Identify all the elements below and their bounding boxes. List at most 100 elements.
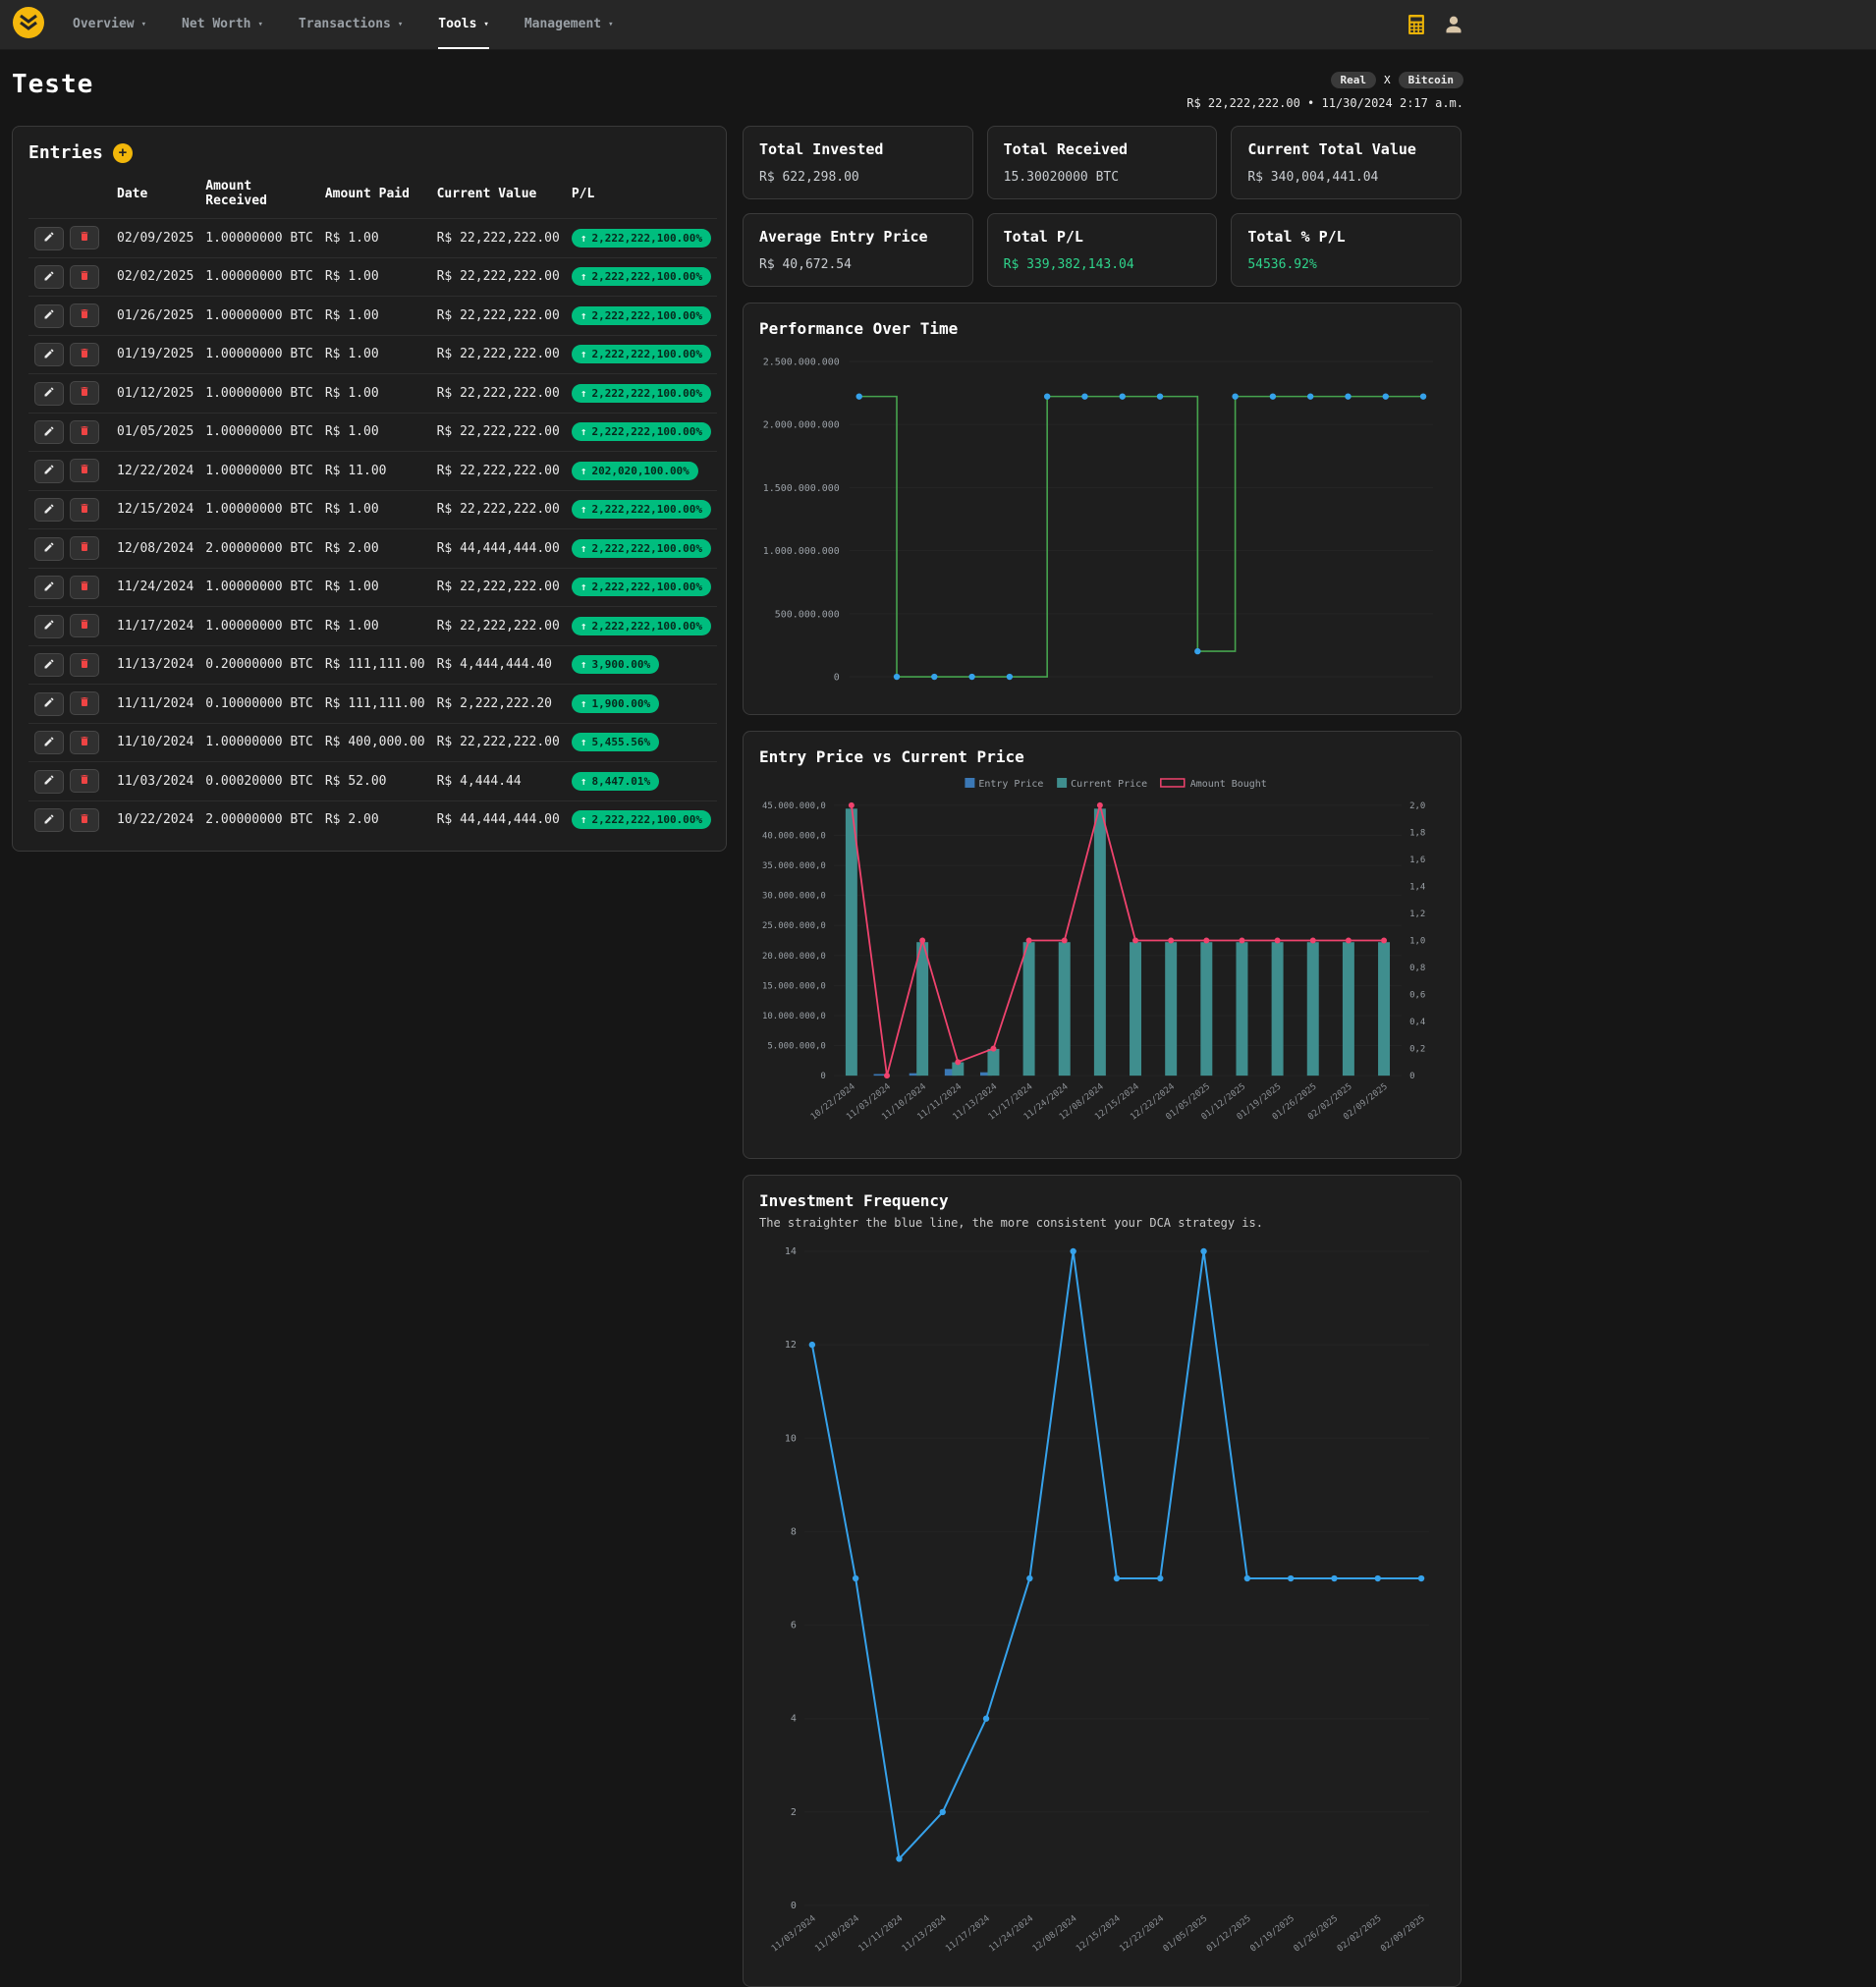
svg-text:01/19/2025: 01/19/2025 xyxy=(1248,1913,1297,1954)
pl-badge: ↑ 2,222,222,100.00% xyxy=(571,538,712,558)
nav-menu: Overview ▾ Net Worth ▾ Transactions ▾ Tools ▾ Ma… xyxy=(73,0,649,49)
trash-icon xyxy=(79,463,90,478)
edit-entry-button[interactable] xyxy=(34,576,64,599)
delete-entry-button[interactable] xyxy=(70,575,99,599)
stat-card-total-received: Total Received 15.30020000 BTC xyxy=(986,126,1218,199)
delete-entry-button[interactable] xyxy=(70,342,99,366)
edit-entry-button[interactable] xyxy=(34,420,64,444)
delete-entry-button[interactable] xyxy=(70,652,99,677)
delete-entry-button[interactable] xyxy=(70,264,99,289)
trash-icon xyxy=(79,580,90,595)
edit-entry-button[interactable] xyxy=(34,459,64,483)
svg-text:12/15/2024: 12/15/2024 xyxy=(1075,1913,1123,1954)
pencil-icon xyxy=(43,658,55,673)
svg-text:0,2: 0,2 xyxy=(1409,1045,1425,1055)
svg-text:02/02/2025: 02/02/2025 xyxy=(1336,1913,1384,1954)
nav-item-net-worth[interactable]: Net Worth ▾ xyxy=(182,0,263,49)
entry-current-value: R$ 22,222,222.00 xyxy=(430,722,566,762)
svg-text:0,6: 0,6 xyxy=(1409,990,1425,1000)
stat-value: 15.30020000 BTC xyxy=(1003,170,1120,185)
svg-text:12/08/2024: 12/08/2024 xyxy=(1031,1913,1079,1954)
arrow-up-icon: ↑ xyxy=(579,541,587,555)
entries-title: Entries xyxy=(28,142,103,163)
delete-entry-button[interactable] xyxy=(70,497,99,522)
edit-entry-button[interactable] xyxy=(34,536,64,561)
delete-entry-button[interactable] xyxy=(70,807,99,832)
edit-entry-button[interactable] xyxy=(34,498,64,522)
entries-card: Entries + Date Amount Received Amount Paid… xyxy=(12,126,727,852)
edit-entry-button[interactable] xyxy=(34,265,64,289)
svg-text:0: 0 xyxy=(820,1072,825,1081)
entry-amount-received: 0.20000000 BTC xyxy=(199,644,319,685)
edit-entry-button[interactable] xyxy=(34,769,64,794)
svg-text:5.000.000,0: 5.000.000,0 xyxy=(767,1041,825,1051)
delete-entry-button[interactable] xyxy=(70,536,99,560)
entry-current-value: R$ 2,222,222.20 xyxy=(430,684,566,723)
entry-row: 11/03/2024 0.00020000 BTC R$ 52.00 R$ 4,444… xyxy=(28,761,718,800)
delete-entry-button[interactable] xyxy=(70,419,99,444)
svg-text:01/05/2025: 01/05/2025 xyxy=(1162,1913,1210,1954)
svg-text:11/03/2024: 11/03/2024 xyxy=(770,1913,818,1954)
nav-item-overview[interactable]: Overview ▾ xyxy=(73,0,146,49)
entry-date: 02/02/2025 xyxy=(111,256,200,297)
edit-entry-button[interactable] xyxy=(34,731,64,754)
entry-date: 11/11/2024 xyxy=(111,684,200,723)
entry-row: 02/02/2025 1.00000000 BTC R$ 1.00 R$ 22,222… xyxy=(28,256,718,297)
nav-item-tools[interactable]: Tools ▾ xyxy=(438,0,489,49)
delete-entry-button[interactable] xyxy=(70,304,99,327)
delete-entry-button[interactable] xyxy=(70,459,99,482)
entry-date: 01/26/2025 xyxy=(111,296,200,335)
pl-badge: ↑ 2,222,222,100.00% xyxy=(571,345,712,364)
calculator-icon[interactable] xyxy=(1407,14,1426,35)
edit-entry-button[interactable] xyxy=(34,304,64,328)
edit-entry-button[interactable] xyxy=(34,691,64,716)
chevron-down-icon: ▾ xyxy=(257,20,263,29)
entry-amount-paid: R$ 1.00 xyxy=(318,334,431,374)
nav-right xyxy=(1407,14,1463,35)
arrow-up-icon: ↑ xyxy=(579,503,587,517)
entry-amount-paid: R$ 2.00 xyxy=(318,528,431,568)
user-icon[interactable] xyxy=(1444,15,1463,34)
nav-item-label: Management xyxy=(524,16,602,31)
entry-amount-paid: R$ 1.00 xyxy=(318,256,431,297)
edit-entry-button[interactable] xyxy=(34,808,64,832)
nav-item-transactions[interactable]: Transactions ▾ xyxy=(299,0,403,49)
pencil-icon xyxy=(43,813,55,828)
entry-current-value: R$ 22,222,222.00 xyxy=(430,567,566,607)
delete-entry-button[interactable] xyxy=(70,769,99,793)
delete-entry-button[interactable] xyxy=(70,614,99,637)
entry-amount-received: 1.00000000 BTC xyxy=(199,296,319,335)
chevron-down-icon: ▾ xyxy=(608,20,614,29)
add-entry-button[interactable]: + xyxy=(112,142,133,163)
delete-entry-button[interactable] xyxy=(70,226,99,249)
arrow-up-icon: ↑ xyxy=(579,774,587,788)
edit-entry-button[interactable] xyxy=(34,653,64,677)
pl-value: 2,222,222,100.00% xyxy=(591,348,703,361)
nav-item-label: Tools xyxy=(438,16,477,31)
stat-value: R$ 340,004,441.04 xyxy=(1247,170,1379,185)
entry-date: 02/09/2025 xyxy=(111,218,200,257)
edit-entry-button[interactable] xyxy=(34,226,64,250)
entry-amount-received: 1.00000000 BTC xyxy=(199,451,319,490)
svg-text:35.000.000,0: 35.000.000,0 xyxy=(762,861,826,871)
pencil-icon xyxy=(43,425,55,440)
performance-card: Performance Over Time 0 500.000.000 1.000.… xyxy=(743,303,1462,715)
brand-logo[interactable] xyxy=(12,6,45,43)
pl-value: 2,222,222,100.00% xyxy=(591,270,703,284)
stat-value: R$ 622,298.00 xyxy=(759,170,859,185)
delete-entry-button[interactable] xyxy=(70,381,99,405)
stat-value: R$ 339,382,143.04 xyxy=(1003,257,1134,272)
edit-entry-button[interactable] xyxy=(34,343,64,366)
pl-badge: ↑ 2,222,222,100.00% xyxy=(571,228,712,248)
currency-badge-bitcoin: Bitcoin xyxy=(1398,72,1463,88)
entry-vs-current-chart: 0 5.000.000,0 10.000.000,0 15.000.000,0 20.0… xyxy=(762,777,1425,1123)
delete-entry-button[interactable] xyxy=(70,691,99,715)
edit-entry-button[interactable] xyxy=(34,614,64,638)
pencil-icon xyxy=(43,696,55,711)
edit-entry-button[interactable] xyxy=(34,381,64,406)
frequency-card: Investment Frequency The straighter the … xyxy=(743,1174,1462,1987)
delete-entry-button[interactable] xyxy=(70,730,99,754)
nav-item-management[interactable]: Management ▾ xyxy=(524,0,614,49)
svg-text:1.500.000.000: 1.500.000.000 xyxy=(763,483,840,494)
svg-text:0: 0 xyxy=(834,673,840,684)
